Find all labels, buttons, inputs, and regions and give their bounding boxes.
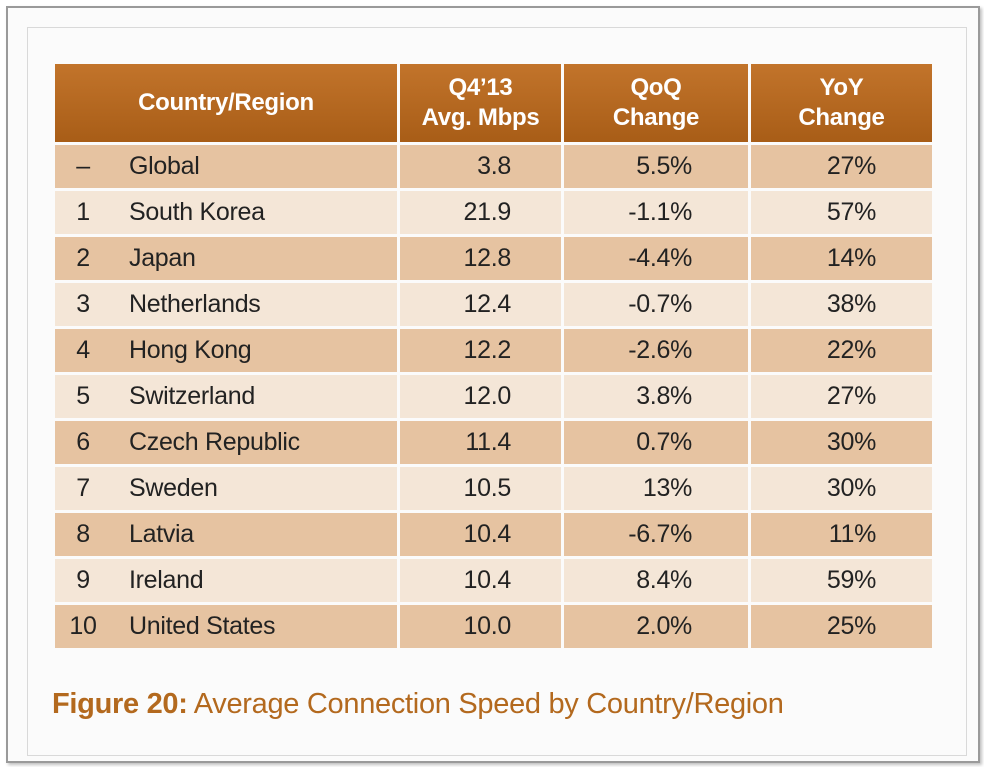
table-row: 8 Latvia 10.4 -6.7% 11% bbox=[55, 513, 932, 556]
table-row: 9 Ireland 10.4 8.4% 59% bbox=[55, 559, 932, 602]
yoy-change-cell: 57% bbox=[751, 191, 932, 234]
yoy-change-cell: 14% bbox=[751, 237, 932, 280]
figure-caption-text: Average Connection Speed by Country/Regi… bbox=[187, 688, 784, 720]
table-row: 7 Sweden 10.5 13% 30% bbox=[55, 467, 932, 510]
header-q4-line2: Avg. Mbps bbox=[421, 104, 540, 131]
qoq-change-cell: 2.0% bbox=[564, 605, 748, 648]
rank: 4 bbox=[76, 336, 90, 364]
rank: 6 bbox=[76, 428, 90, 456]
figure-caption-label: Figure 20: bbox=[52, 688, 188, 720]
yoy-change-cell: 59% bbox=[751, 559, 932, 602]
yoy-change-cell: 11% bbox=[751, 513, 932, 556]
country-cell: – Global bbox=[55, 145, 397, 188]
country-cell: 8 Latvia bbox=[55, 513, 397, 556]
qoq-change-cell: 3.8% bbox=[564, 375, 748, 418]
header-qoq-line2: Change bbox=[612, 104, 700, 131]
country-name: Sweden bbox=[129, 474, 218, 502]
table-row: 6 Czech Republic 11.4 0.7% 30% bbox=[55, 421, 932, 464]
header-country-region: Country/Region bbox=[55, 64, 397, 142]
rank: 2 bbox=[76, 244, 90, 272]
qoq-change-cell: 0.7% bbox=[564, 421, 748, 464]
country-name: Hong Kong bbox=[129, 336, 252, 364]
country-name: Global bbox=[129, 152, 200, 180]
figure-caption: Figure 20: Average Connection Speed by C… bbox=[52, 688, 784, 721]
header-qoq-line1: QoQ bbox=[630, 74, 682, 101]
country-name: United States bbox=[129, 612, 276, 640]
qoq-change-cell: -6.7% bbox=[564, 513, 748, 556]
avg-mbps-cell: 12.2 bbox=[400, 329, 561, 372]
rank: 7 bbox=[76, 474, 90, 502]
table-row: 2 Japan 12.8 -4.4% 14% bbox=[55, 237, 932, 280]
country-cell: 7 Sweden bbox=[55, 467, 397, 510]
yoy-change-cell: 27% bbox=[751, 145, 932, 188]
yoy-change-cell: 30% bbox=[751, 421, 932, 464]
qoq-change-cell: -4.4% bbox=[564, 237, 748, 280]
header-country-label: Country/Region bbox=[138, 89, 314, 116]
rank: 8 bbox=[76, 520, 90, 548]
table-row: – Global 3.8 5.5% 27% bbox=[55, 145, 932, 188]
yoy-change-cell: 25% bbox=[751, 605, 932, 648]
avg-mbps-cell: 3.8 bbox=[400, 145, 561, 188]
qoq-change-cell: -1.1% bbox=[564, 191, 748, 234]
qoq-change-cell: -2.6% bbox=[564, 329, 748, 372]
connection-speed-table: Country/Region Q4’13 Avg. Mbps QoQ Chang… bbox=[52, 61, 935, 651]
yoy-change-cell: 30% bbox=[751, 467, 932, 510]
header-yoy-line2: Change bbox=[798, 104, 885, 131]
avg-mbps-cell: 10.5 bbox=[400, 467, 561, 510]
qoq-change-cell: -0.7% bbox=[564, 283, 748, 326]
qoq-change-cell: 8.4% bbox=[564, 559, 748, 602]
country-cell: 9 Ireland bbox=[55, 559, 397, 602]
country-cell: 3 Netherlands bbox=[55, 283, 397, 326]
country-cell: 5 Switzerland bbox=[55, 375, 397, 418]
avg-mbps-cell: 11.4 bbox=[400, 421, 561, 464]
avg-mbps-cell: 12.8 bbox=[400, 237, 561, 280]
header-qoq-change: QoQ Change bbox=[564, 64, 748, 142]
country-cell: 1 South Korea bbox=[55, 191, 397, 234]
rank: 9 bbox=[76, 566, 90, 594]
avg-mbps-cell: 10.0 bbox=[400, 605, 561, 648]
rank: 1 bbox=[76, 198, 90, 226]
header-yoy-line1: YoY bbox=[819, 74, 864, 101]
yoy-change-cell: 38% bbox=[751, 283, 932, 326]
qoq-change-cell: 13% bbox=[564, 467, 748, 510]
country-name: Latvia bbox=[129, 520, 194, 548]
table-row: 1 South Korea 21.9 -1.1% 57% bbox=[55, 191, 932, 234]
avg-mbps-cell: 10.4 bbox=[400, 513, 561, 556]
table-row: 4 Hong Kong 12.2 -2.6% 22% bbox=[55, 329, 932, 372]
table-header-row: Country/Region Q4’13 Avg. Mbps QoQ Chang… bbox=[55, 64, 932, 142]
header-q4-line1: Q4’13 bbox=[448, 74, 513, 101]
qoq-change-cell: 5.5% bbox=[564, 145, 748, 188]
country-cell: 4 Hong Kong bbox=[55, 329, 397, 372]
header-q4-avg-mbps: Q4’13 Avg. Mbps bbox=[400, 64, 561, 142]
country-cell: 10 United States bbox=[55, 605, 397, 648]
country-name: Japan bbox=[129, 244, 196, 272]
country-name: Netherlands bbox=[129, 290, 261, 318]
rank: 5 bbox=[76, 382, 90, 410]
table-row: 3 Netherlands 12.4 -0.7% 38% bbox=[55, 283, 932, 326]
header-yoy-change: YoY Change bbox=[751, 64, 932, 142]
rank: 3 bbox=[76, 290, 90, 318]
avg-mbps-cell: 12.0 bbox=[400, 375, 561, 418]
country-name: Ireland bbox=[129, 566, 204, 594]
table-row: 5 Switzerland 12.0 3.8% 27% bbox=[55, 375, 932, 418]
rank: 10 bbox=[69, 612, 97, 640]
country-cell: 6 Czech Republic bbox=[55, 421, 397, 464]
country-name: Czech Republic bbox=[129, 428, 300, 456]
avg-mbps-cell: 12.4 bbox=[400, 283, 561, 326]
rank: – bbox=[76, 152, 90, 180]
country-name: Switzerland bbox=[129, 382, 255, 410]
figure-inner-border bbox=[27, 27, 967, 756]
country-name: South Korea bbox=[129, 198, 265, 226]
table-row: 10 United States 10.0 2.0% 25% bbox=[55, 605, 932, 648]
avg-mbps-cell: 10.4 bbox=[400, 559, 561, 602]
yoy-change-cell: 22% bbox=[751, 329, 932, 372]
yoy-change-cell: 27% bbox=[751, 375, 932, 418]
country-cell: 2 Japan bbox=[55, 237, 397, 280]
avg-mbps-cell: 21.9 bbox=[400, 191, 561, 234]
